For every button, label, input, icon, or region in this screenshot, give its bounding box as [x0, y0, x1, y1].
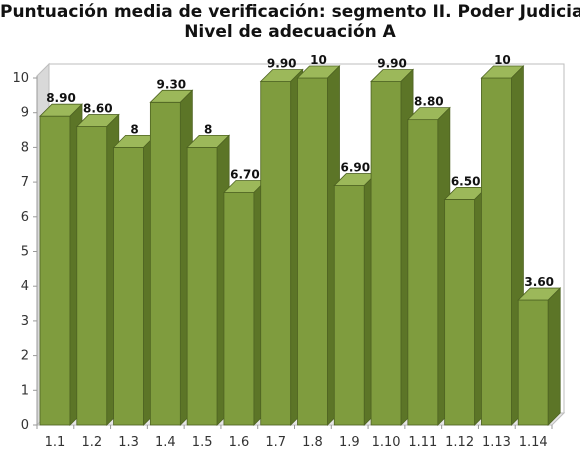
x-tick-label: 1.2: [81, 435, 102, 450]
y-tick-label: 2: [21, 349, 29, 364]
bar-1.3: 8: [112, 122, 157, 426]
bar-1.9: 6.90: [333, 161, 378, 426]
x-axis: 1.1 1.2 1.3 1.4 1.5 1.6 1.7 1.8 1.9 1.10 1.11 1.12 1…: [36, 425, 553, 450]
bar-1.12: 6.50: [443, 174, 488, 426]
x-tick-label: 1.5: [192, 435, 213, 450]
x-tick-label: 1.7: [265, 435, 286, 450]
bar-1.13: 10: [480, 53, 525, 426]
y-tick-label: 0: [21, 418, 29, 433]
bar-1.7: 9.90: [259, 56, 304, 426]
y-tick-label: 9: [21, 106, 29, 121]
bar-1.2: 8.60: [75, 102, 120, 426]
data-label: 6.70: [230, 168, 260, 182]
x-tick-label: 1.1: [45, 435, 66, 450]
x-tick-label: 1.8: [302, 435, 323, 450]
y-tick-label: 4: [21, 279, 29, 294]
y-tick-label: 6: [21, 210, 29, 225]
chart-title: Puntuación media de verificación: segmen…: [0, 2, 580, 42]
bar-front: [39, 115, 71, 426]
bar-1.10: 9.90: [370, 56, 415, 426]
bar-front: [444, 199, 476, 426]
bars: 8.90 8.60 8 9.30 8 6.70 9.90 10 6.90 9.90 8.80 6.50…: [39, 53, 562, 426]
data-label: 8: [204, 122, 212, 136]
x-tick-label: 1.14: [519, 435, 548, 450]
y-tick-label: 7: [21, 175, 29, 190]
chart-title-line-2: Nivel de adecuación A: [184, 22, 396, 42]
bar-front: [297, 77, 328, 426]
y-axis: 0 1 2 3 4 5 6 7 8 9 10: [12, 71, 38, 433]
data-label: 9.90: [377, 56, 407, 70]
bar-front: [113, 146, 144, 426]
bar-front: [149, 101, 181, 426]
bar-1.14: 3.60: [517, 275, 562, 426]
bar-front: [407, 119, 439, 426]
data-label: 8.60: [83, 102, 113, 116]
bar-front: [517, 299, 549, 426]
x-tick-label: 1.12: [445, 435, 474, 450]
x-tick-label: 1.4: [155, 435, 176, 450]
bar-1.6: 6.70: [222, 168, 267, 426]
bar-1.4: 9.30: [149, 77, 194, 426]
bar-front: [260, 81, 292, 426]
data-label: 8.90: [46, 91, 76, 105]
data-label: 6.90: [340, 161, 370, 175]
data-label: 6.50: [451, 174, 481, 188]
data-label: 3.60: [524, 275, 554, 289]
bar-front: [333, 185, 365, 426]
bar-1.5: 8: [186, 122, 231, 426]
data-label: 9.90: [267, 56, 297, 70]
bar-front: [186, 146, 218, 426]
y-tick-label: 1: [21, 383, 29, 398]
data-label: 8.80: [414, 95, 444, 109]
x-tick-label: 1.10: [372, 435, 401, 450]
y-tick-label: 10: [12, 71, 29, 86]
bar-front: [223, 192, 255, 426]
bar-front: [481, 77, 512, 426]
bar-front: [370, 81, 402, 426]
y-tick-label: 3: [21, 314, 29, 329]
x-tick-label: 1.9: [339, 435, 360, 450]
data-label: 9.30: [157, 77, 187, 91]
x-tick-label: 1.3: [118, 435, 139, 450]
bar-1.11: 8.80: [406, 95, 451, 426]
bar-1.1: 8.90: [39, 91, 83, 426]
data-label: 8: [130, 122, 138, 136]
chart-title-line-1: Puntuación media de verificación: segmen…: [0, 2, 580, 22]
bar-1.8: 10: [296, 53, 341, 426]
x-tick-label: 1.11: [408, 435, 437, 450]
x-tick-label: 1.13: [482, 435, 511, 450]
bar-side: [547, 287, 561, 426]
y-tick-label: 5: [21, 245, 29, 260]
x-tick-label: 1.6: [229, 435, 250, 450]
data-label: 10: [494, 53, 511, 67]
y-tick-label: 8: [21, 140, 29, 155]
data-label: 10: [310, 53, 327, 67]
bar-front: [76, 126, 108, 426]
